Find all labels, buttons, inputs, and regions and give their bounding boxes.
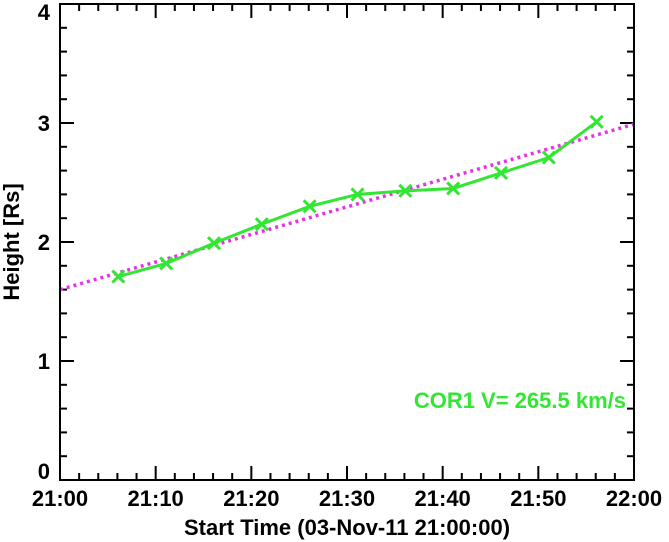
data-point-marker [493, 165, 509, 181]
data-point-marker [541, 150, 556, 165]
y-tick-label: 1 [38, 349, 50, 374]
y-tick-label: 3 [38, 111, 50, 136]
x-tick-label: 21:50 [510, 486, 566, 511]
velocity-annotation: COR1 V= 265.5 km/s [414, 388, 626, 413]
x-tick-label: 21:30 [319, 486, 375, 511]
data-point-marker [254, 217, 269, 232]
x-axis-title: Start Time (03-Nov-11 21:00:00) [184, 515, 510, 540]
y-tick-label: 0 [38, 459, 50, 484]
x-tick-label: 21:40 [415, 486, 471, 511]
plot-frame [59, 3, 635, 481]
x-tick-label: 21:10 [128, 486, 184, 511]
y-axis-title: Height [Rs] [0, 183, 24, 300]
series-layer [59, 114, 635, 292]
fit-line [59, 122, 635, 292]
data-point-marker [111, 269, 126, 284]
data-point-marker [398, 183, 413, 198]
y-tick-label: 4 [38, 0, 51, 25]
data-point-marker [589, 114, 604, 129]
data-point-marker [159, 256, 174, 271]
tick-labels: 21:00 21:10 21:20 21:30 21:40 21:50 22:00 0 1 2 3 4 [32, 0, 662, 511]
data-point-marker [446, 181, 461, 196]
data-point-marker [206, 236, 222, 251]
x-tick-label: 21:20 [223, 486, 279, 511]
data-point-marker [302, 199, 317, 214]
x-tick-label: 22:00 [606, 486, 662, 511]
y-tick-label: 2 [38, 230, 50, 255]
data-point-marker [350, 187, 365, 202]
x-tick-label: 21:00 [32, 486, 88, 511]
